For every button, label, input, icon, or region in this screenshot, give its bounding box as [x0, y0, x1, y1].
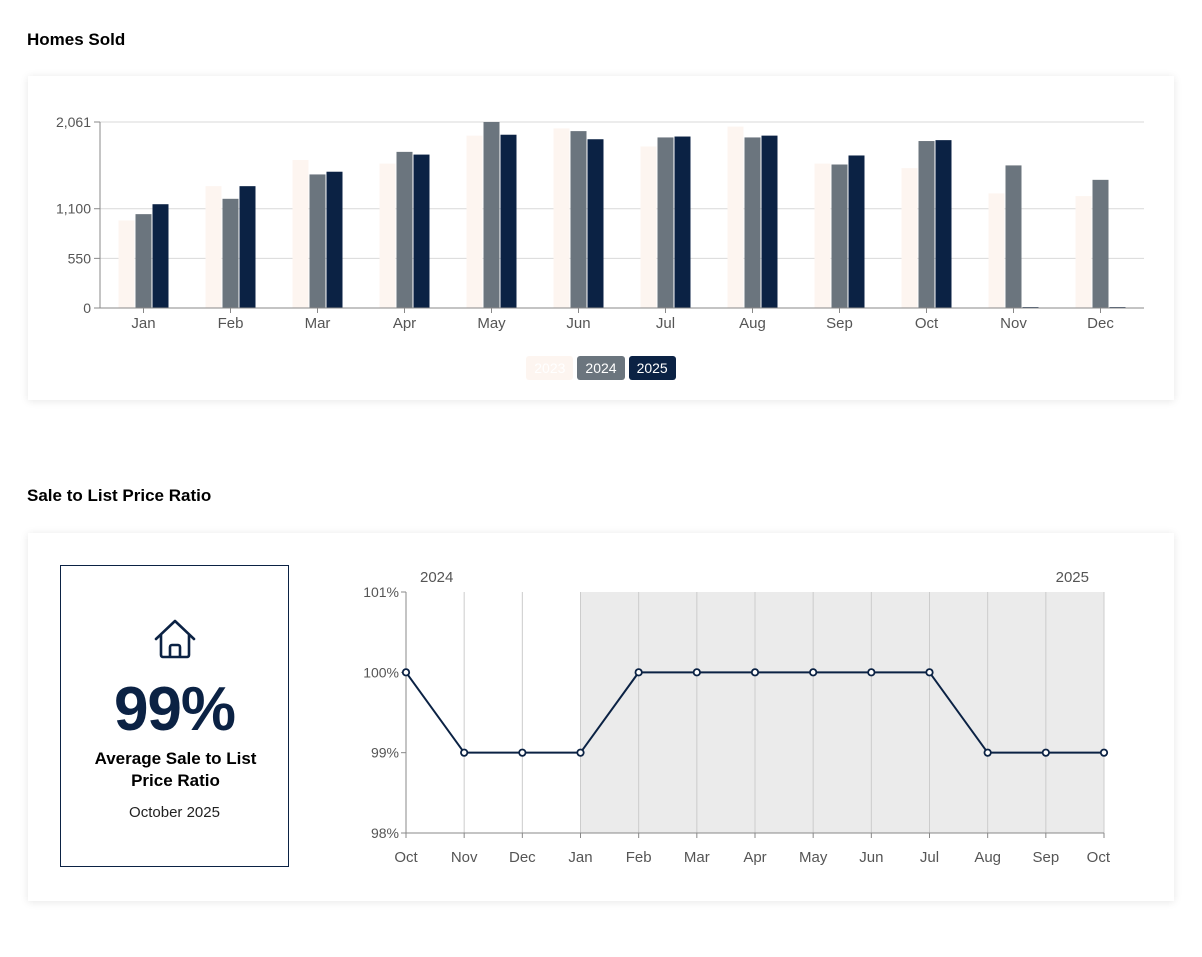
stat-value: 99% [113, 675, 236, 744]
bar-2025-May[interactable] [500, 134, 517, 308]
x-tick-label: Mar [305, 315, 331, 332]
x-tick-label: Apr [393, 315, 416, 332]
data-point-8[interactable] [867, 668, 876, 677]
data-point-10[interactable] [983, 748, 992, 757]
data-point-6[interactable] [750, 668, 760, 677]
x-tick-label: Oct [1087, 849, 1111, 866]
x-tick-label: Dec [509, 849, 536, 866]
bar-2024-Dec[interactable] [1092, 179, 1109, 308]
bar-2024-Jul[interactable] [657, 137, 674, 308]
x-tick-label: Feb [626, 849, 652, 866]
bar-2023-Apr[interactable] [379, 163, 396, 308]
data-point-9[interactable] [925, 668, 934, 677]
bar-2025-Jan[interactable] [152, 204, 169, 308]
y-tick-label: 101% [363, 584, 399, 600]
x-tick-label: Apr [743, 849, 766, 866]
bar-2025-Jun[interactable] [587, 139, 604, 308]
bar-2024-Apr[interactable] [396, 151, 413, 308]
bar-2024-Oct[interactable] [918, 141, 935, 308]
bar-2023-Jun[interactable] [553, 128, 570, 308]
bar-2025-Jul[interactable] [674, 136, 691, 308]
x-tick-label: Aug [974, 849, 1001, 866]
bar-2024-Jan[interactable] [135, 214, 152, 308]
x-tick-label: Sep [1032, 849, 1059, 866]
data-point-7[interactable] [809, 668, 818, 677]
bar-2024-May[interactable] [483, 122, 500, 308]
bar-2025-Oct[interactable] [935, 140, 952, 308]
house-icon [154, 619, 196, 659]
shaded-region [580, 592, 1104, 833]
stat-box: 99% Average Sale to List Price Ratio Oct… [60, 565, 289, 867]
chart-legend: 2023 2024 2025 [28, 356, 1174, 380]
y-tick-label: 1,100 [56, 201, 91, 217]
x-tick-label: Jan [568, 849, 592, 866]
x-tick-label: Oct [915, 315, 939, 332]
x-tick-label: Jul [656, 315, 675, 332]
data-point-1[interactable] [460, 748, 469, 757]
bar-2025-Mar[interactable] [326, 171, 343, 308]
ratio-card: 99% Average Sale to List Price Ratio Oct… [28, 533, 1174, 901]
x-tick-label: Sep [826, 315, 853, 332]
year-label-2024: 2024 [420, 569, 453, 586]
bar-2024-Feb[interactable] [222, 198, 239, 308]
bar-2023-Jan[interactable] [118, 220, 135, 308]
year-label-2025: 2025 [1056, 569, 1089, 586]
homes-sold-bar-chart: 0 550 1,100 2,061 Jan Feb Mar Apr May Jun Jul Aug Se… [56, 114, 1144, 332]
bar-2023-Oct[interactable] [901, 168, 918, 308]
y-tick-label: 99% [371, 745, 399, 761]
x-tick-label: Dec [1087, 315, 1114, 332]
y-tick-label: 100% [363, 664, 399, 680]
x-tick-label: May [477, 315, 506, 332]
bar-2024-Aug[interactable] [744, 137, 761, 308]
data-point-5[interactable] [692, 668, 701, 677]
stat-label: Average Sale to List Price Ratio [94, 749, 257, 790]
x-tick-label: Feb [218, 315, 244, 332]
data-point-2[interactable] [518, 748, 527, 757]
data-point-11[interactable] [1041, 748, 1050, 757]
x-tick-label: Jan [131, 315, 155, 332]
bar-2023-Dec[interactable] [1075, 196, 1092, 308]
bar-2023-Mar[interactable] [292, 159, 309, 308]
bar-2024-Sep[interactable] [831, 164, 848, 308]
x-tick-label: Mar [684, 849, 710, 866]
bar-2023-Nov[interactable] [988, 193, 1005, 308]
ratio-line-chart: 98% 99% 100% 101% Oct Nov Dec Jan Feb Mar Apr May Ju… [363, 569, 1111, 866]
ratio-title: Sale to List Price Ratio [27, 486, 212, 505]
x-tick-label: Jul [920, 849, 939, 866]
stat-date: October 2025 [129, 804, 220, 821]
bar-2023-Sep[interactable] [814, 163, 831, 308]
data-point-3[interactable] [576, 748, 585, 757]
bar-2025-Sep[interactable] [848, 155, 865, 308]
bar-2023-Jul[interactable] [640, 146, 657, 308]
bar-2024-Mar[interactable] [309, 174, 326, 308]
x-tick-label: Nov [1000, 315, 1027, 332]
bar-2024-Nov[interactable] [1005, 165, 1022, 308]
x-tick-label: Oct [394, 849, 418, 866]
legend-item-2025[interactable]: 2025 [628, 356, 676, 380]
x-tick-label: Jun [566, 315, 590, 332]
bar-2023-Feb[interactable] [205, 186, 222, 308]
bar-2025-Apr[interactable] [413, 154, 430, 308]
x-tick-label: Aug [739, 315, 766, 332]
bar-2023-May[interactable] [466, 135, 483, 308]
homes-sold-card: 0 550 1,100 2,061 Jan Feb Mar Apr May Jun Jul Aug Se… [28, 76, 1174, 400]
x-tick-label: May [799, 849, 828, 866]
y-tick-label: 2,061 [56, 114, 91, 130]
x-tick-label: Jun [859, 849, 883, 866]
y-tick-label: 550 [68, 250, 92, 266]
y-tick-label: 98% [371, 825, 399, 841]
homes-sold-title: Homes Sold [27, 30, 126, 49]
legend-item-2024[interactable]: 2024 [577, 356, 625, 380]
y-tick-label: 0 [83, 300, 91, 316]
data-point-12[interactable] [1099, 748, 1109, 757]
legend-item-2023[interactable]: 2023 [526, 356, 574, 380]
bar-2025-Feb[interactable] [239, 186, 256, 308]
data-point-4[interactable] [634, 668, 643, 677]
data-point-0[interactable] [401, 668, 411, 677]
bar-2023-Aug[interactable] [727, 126, 744, 308]
x-tick-label: Nov [451, 849, 478, 866]
bar-2025-Aug[interactable] [761, 135, 778, 308]
bar-2024-Jun[interactable] [570, 131, 587, 308]
